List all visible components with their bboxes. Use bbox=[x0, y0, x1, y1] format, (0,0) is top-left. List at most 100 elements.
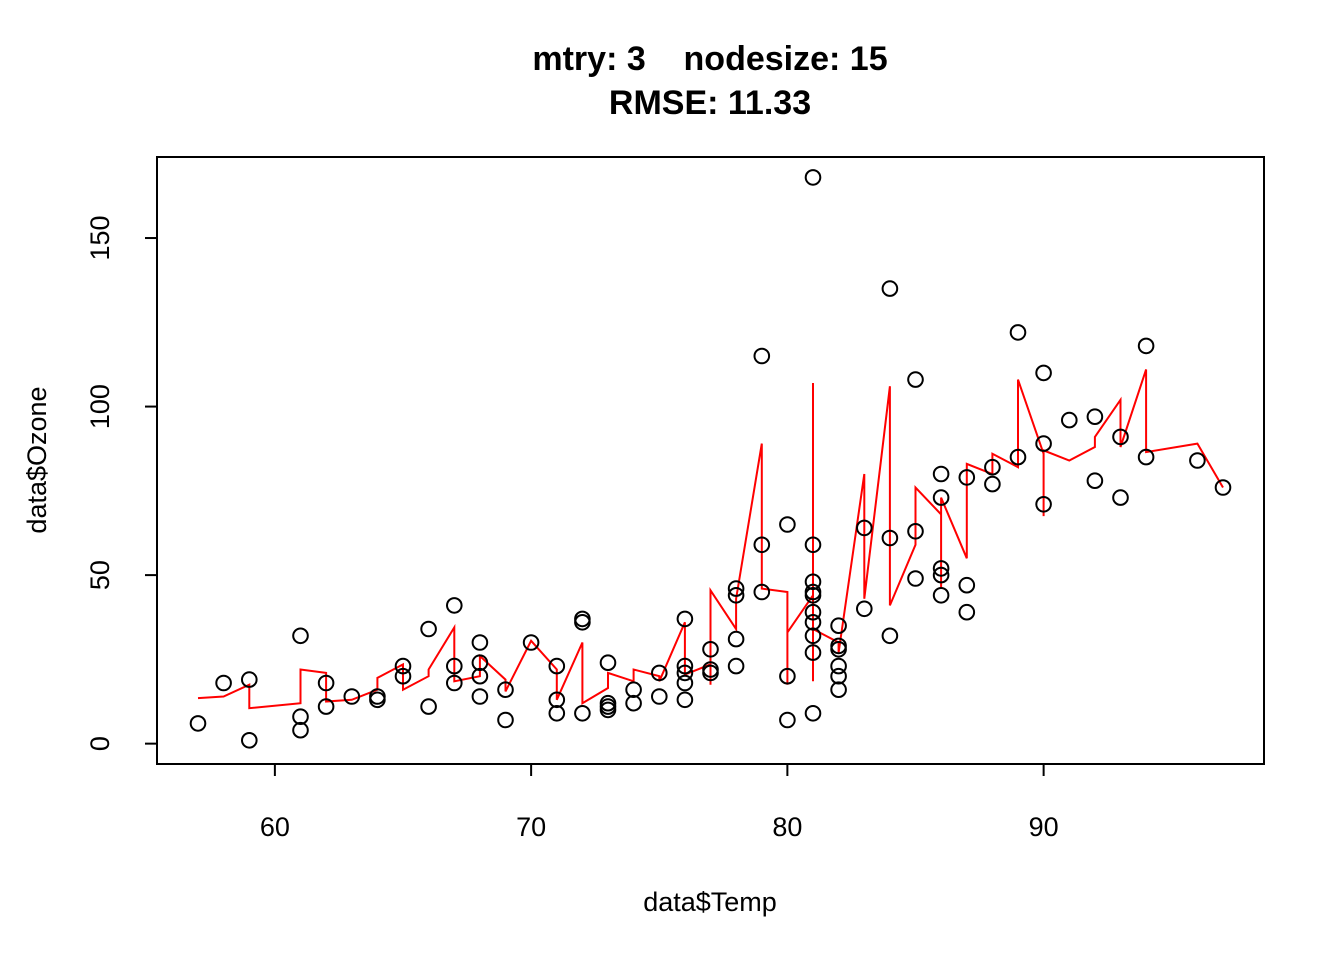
x-tick-label-3: 90 bbox=[1029, 812, 1059, 842]
x-axis-label: data$Temp bbox=[643, 887, 777, 917]
data-point-24 bbox=[497, 711, 514, 729]
data-point-79 bbox=[907, 371, 924, 388]
data-point-31 bbox=[574, 705, 591, 722]
data-point-29 bbox=[574, 610, 591, 628]
data-point-103 bbox=[1137, 448, 1155, 466]
y-axis-label: data$Ozone bbox=[22, 386, 52, 533]
data-point-87 bbox=[958, 469, 976, 486]
data-point-68 bbox=[830, 617, 847, 635]
plot-frame bbox=[156, 156, 1265, 765]
data-point-32 bbox=[599, 654, 617, 672]
data-point-66 bbox=[804, 644, 822, 661]
x-tick-label-1: 70 bbox=[516, 812, 546, 842]
data-point-27 bbox=[548, 691, 566, 709]
data-point-93 bbox=[1009, 448, 1027, 466]
data-point-44 bbox=[676, 691, 694, 709]
data-point-45 bbox=[702, 641, 719, 658]
data-point-4 bbox=[292, 708, 309, 726]
data-point-95 bbox=[1035, 435, 1052, 452]
data-point-20 bbox=[471, 654, 489, 672]
y-tick-label-1: 50 bbox=[85, 560, 115, 590]
data-point-77 bbox=[881, 529, 899, 547]
data-point-36 bbox=[625, 681, 642, 699]
data-point-55 bbox=[779, 516, 796, 533]
data-point-58 bbox=[804, 169, 822, 186]
plot-area bbox=[189, 169, 1232, 749]
data-point-34 bbox=[599, 698, 617, 715]
data-point-74 bbox=[856, 519, 873, 537]
data-point-80 bbox=[907, 523, 924, 540]
data-point-1 bbox=[215, 674, 232, 692]
x-tick-label-0: 60 bbox=[260, 812, 290, 842]
data-point-89 bbox=[958, 603, 976, 621]
data-point-19 bbox=[471, 634, 489, 651]
data-point-84 bbox=[932, 560, 950, 577]
data-point-22 bbox=[471, 688, 489, 705]
data-point-11 bbox=[369, 691, 386, 709]
data-point-9 bbox=[343, 688, 361, 705]
data-point-2 bbox=[241, 732, 258, 749]
chart-title-line1: mtry: 3 nodesize: 15 bbox=[532, 40, 887, 78]
data-point-105 bbox=[1214, 479, 1232, 496]
data-point-12 bbox=[394, 657, 412, 675]
data-point-102 bbox=[1137, 337, 1155, 355]
data-point-85 bbox=[932, 566, 950, 584]
data-point-99 bbox=[1086, 472, 1104, 490]
series-line-fit bbox=[197, 369, 1224, 710]
data-point-101 bbox=[1112, 489, 1129, 506]
data-point-0 bbox=[189, 715, 207, 732]
data-point-35 bbox=[599, 701, 617, 719]
data-point-7 bbox=[317, 674, 335, 692]
data-point-16 bbox=[446, 597, 463, 614]
data-point-3 bbox=[241, 671, 258, 688]
data-point-47 bbox=[702, 664, 719, 682]
data-point-42 bbox=[676, 664, 694, 682]
data-point-91 bbox=[984, 475, 1001, 493]
data-point-54 bbox=[753, 583, 771, 601]
data-point-104 bbox=[1189, 452, 1206, 469]
data-point-41 bbox=[676, 657, 694, 675]
data-point-28 bbox=[548, 705, 566, 722]
data-point-96 bbox=[1035, 496, 1052, 513]
data-point-82 bbox=[932, 465, 950, 483]
data-point-18 bbox=[446, 674, 463, 692]
data-point-88 bbox=[958, 576, 976, 594]
data-point-38 bbox=[651, 664, 668, 682]
axes: 60 70 80 90 0 50 100 150 bbox=[85, 215, 1059, 842]
y-tick-label-3: 150 bbox=[85, 215, 115, 260]
data-point-59 bbox=[804, 536, 822, 554]
data-point-71 bbox=[830, 657, 847, 675]
data-point-100 bbox=[1112, 428, 1129, 446]
data-point-43 bbox=[676, 674, 694, 692]
data-point-25 bbox=[522, 634, 540, 651]
data-point-90 bbox=[984, 458, 1001, 476]
data-point-78 bbox=[881, 627, 899, 645]
data-point-57 bbox=[779, 711, 796, 729]
data-point-8 bbox=[317, 698, 335, 715]
data-point-13 bbox=[394, 667, 412, 685]
data-point-51 bbox=[727, 657, 745, 675]
data-point-26 bbox=[548, 657, 566, 675]
data-point-56 bbox=[779, 667, 796, 685]
data-point-64 bbox=[804, 614, 822, 631]
data-point-40 bbox=[676, 610, 694, 628]
data-point-60 bbox=[804, 573, 822, 591]
y-tick-label-2: 100 bbox=[85, 384, 115, 429]
x-tick-label-2: 80 bbox=[772, 812, 802, 842]
data-point-30 bbox=[574, 614, 591, 631]
data-point-70 bbox=[830, 641, 847, 658]
data-point-76 bbox=[881, 280, 899, 297]
chart-title-line2: RMSE: 11.33 bbox=[609, 84, 811, 122]
data-point-49 bbox=[727, 587, 745, 604]
y-tick-label-0: 0 bbox=[85, 736, 115, 751]
data-point-53 bbox=[753, 536, 771, 554]
data-point-65 bbox=[804, 627, 822, 645]
data-point-75 bbox=[856, 600, 873, 618]
data-point-98 bbox=[1086, 408, 1104, 426]
data-point-83 bbox=[932, 489, 950, 506]
data-point-62 bbox=[804, 587, 822, 604]
data-point-15 bbox=[420, 698, 437, 715]
data-point-72 bbox=[830, 667, 847, 685]
data-point-52 bbox=[753, 347, 771, 365]
